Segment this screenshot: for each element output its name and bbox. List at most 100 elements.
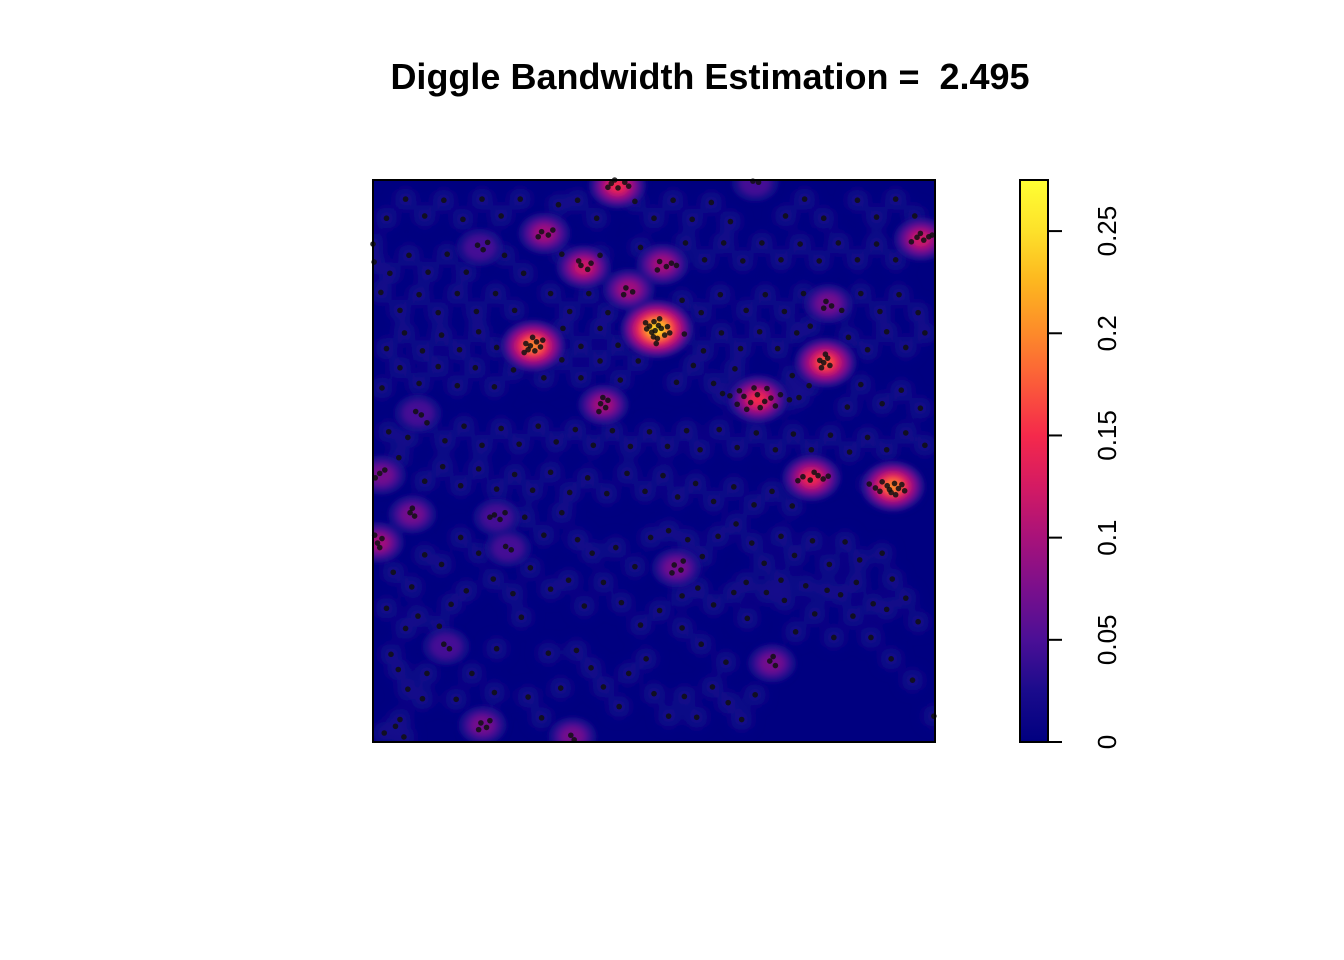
event-point — [421, 213, 428, 219]
event-point — [800, 473, 806, 480]
event-point — [529, 334, 536, 341]
event-point — [590, 442, 597, 449]
event-point — [490, 576, 497, 582]
event-point — [668, 260, 675, 266]
event-point — [493, 486, 500, 492]
event-point — [846, 449, 853, 455]
colorbar-tick-label: 0.2 — [1092, 315, 1122, 351]
event-point — [892, 196, 899, 202]
event-point — [922, 330, 928, 336]
event-point — [673, 262, 680, 269]
event-point — [529, 487, 536, 494]
event-point — [565, 577, 572, 583]
event-point — [381, 730, 388, 736]
event-point — [853, 579, 860, 586]
event-point — [439, 463, 446, 470]
event-point — [416, 380, 422, 387]
event-point — [709, 684, 716, 690]
event-point — [754, 391, 761, 398]
event-point — [660, 472, 666, 479]
event-point — [736, 387, 743, 394]
event-point — [425, 269, 431, 275]
hotspot — [400, 504, 425, 525]
event-point — [902, 595, 909, 601]
event-point — [520, 270, 527, 277]
event-point — [772, 662, 779, 669]
event-point — [666, 330, 673, 336]
event-point — [695, 585, 701, 591]
event-point — [772, 446, 779, 453]
colorbar-tick-label: 0.15 — [1092, 410, 1122, 461]
event-point — [683, 427, 690, 434]
event-point — [397, 307, 403, 314]
event-point — [454, 382, 461, 389]
event-point — [444, 251, 450, 257]
event-point — [899, 481, 905, 488]
event-point — [390, 569, 397, 576]
event-point — [566, 489, 573, 496]
event-point — [717, 291, 724, 298]
event-point — [538, 715, 545, 721]
event-point — [547, 290, 554, 297]
event-point — [559, 251, 565, 257]
event-point — [864, 434, 871, 441]
event-point — [559, 357, 565, 363]
event-point — [456, 346, 463, 353]
event-point — [879, 478, 885, 485]
event-point — [589, 550, 595, 556]
event-point — [825, 473, 832, 479]
event-point — [480, 246, 486, 253]
hotspot — [373, 465, 394, 485]
event-point — [761, 560, 767, 567]
event-point — [716, 426, 722, 433]
event-point — [383, 215, 390, 222]
event-point — [412, 408, 419, 415]
event-point — [615, 342, 621, 349]
event-point — [768, 395, 774, 401]
event-point — [663, 263, 670, 270]
event-point — [856, 557, 863, 563]
event-point — [731, 589, 737, 596]
hotspot — [402, 400, 434, 426]
event-point — [487, 717, 493, 724]
event-point — [474, 242, 481, 248]
event-point — [757, 404, 764, 411]
event-point — [424, 670, 430, 677]
event-point — [421, 552, 428, 558]
event-point — [727, 393, 733, 399]
event-point — [446, 645, 453, 652]
event-point — [541, 375, 547, 381]
event-point — [733, 521, 739, 527]
event-point — [609, 427, 616, 434]
event-point — [448, 601, 454, 608]
event-point — [532, 348, 538, 354]
event-point — [405, 434, 411, 441]
event-point — [441, 641, 447, 648]
event-point — [751, 385, 757, 391]
event-point — [837, 591, 844, 598]
event-point — [674, 494, 681, 500]
event-point — [435, 363, 441, 370]
event-point — [795, 477, 801, 484]
event-point — [789, 372, 796, 379]
event-point — [778, 257, 784, 263]
event-point — [656, 316, 663, 322]
event-point — [781, 308, 788, 315]
event-point — [409, 505, 416, 512]
event-point — [684, 536, 691, 543]
event-point — [637, 622, 644, 628]
event-point — [651, 215, 657, 222]
event-point — [670, 197, 676, 204]
event-point — [920, 237, 927, 243]
event-point — [511, 471, 518, 478]
event-point — [681, 331, 688, 337]
event-point — [835, 240, 842, 246]
event-point — [498, 213, 504, 219]
event-point — [593, 215, 600, 222]
event-point — [877, 308, 883, 315]
event-point — [575, 258, 582, 264]
event-point — [763, 589, 770, 596]
hotspot — [739, 180, 771, 196]
event-point — [416, 291, 422, 298]
event-point — [809, 538, 816, 544]
